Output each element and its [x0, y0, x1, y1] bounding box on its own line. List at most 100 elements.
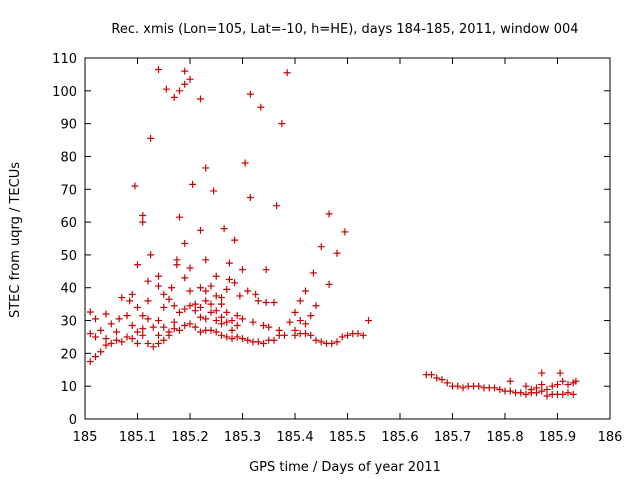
data-point [283, 69, 291, 77]
data-point [139, 212, 147, 220]
data-point [325, 210, 333, 218]
y-tick-label: 100 [52, 85, 77, 100]
data-point [128, 290, 136, 298]
data-point [538, 369, 546, 377]
data-point [344, 331, 351, 339]
data-point [233, 312, 241, 320]
data-point [202, 297, 210, 305]
data-point [131, 182, 139, 190]
x-tick-label: 185.7 [434, 430, 471, 445]
data-point [123, 312, 131, 320]
data-point [118, 294, 126, 302]
data-point [239, 266, 246, 274]
data-point [218, 320, 225, 328]
data-point [197, 284, 204, 292]
data-point [86, 358, 94, 366]
data-point [139, 218, 147, 226]
data-point [244, 336, 252, 344]
x-tick-label: 185 [73, 430, 98, 445]
data-point [260, 321, 267, 329]
data-point [139, 325, 147, 333]
data-point [275, 326, 283, 334]
data-point [506, 387, 514, 395]
data-point [102, 310, 110, 318]
data-point [252, 290, 260, 298]
data-point [107, 320, 115, 328]
data-point [522, 382, 530, 390]
data-point [102, 335, 110, 343]
x-tick-label: 186 [598, 430, 623, 445]
data-point [317, 243, 325, 251]
data-point [181, 305, 189, 313]
data-point [144, 315, 152, 323]
x-tick-label: 185.1 [119, 430, 156, 445]
data-point [134, 328, 141, 336]
data-point [207, 308, 215, 316]
data-point [155, 272, 162, 280]
data-point [328, 340, 336, 348]
data-point [236, 292, 244, 300]
data-point [246, 193, 254, 201]
data-point [572, 377, 580, 385]
data-point [197, 303, 204, 311]
y-tick-label: 10 [60, 380, 77, 395]
data-point [543, 385, 551, 393]
data-point [296, 297, 304, 305]
data-point [225, 276, 233, 284]
data-point [212, 317, 220, 325]
data-point [113, 336, 120, 344]
data-point [433, 374, 441, 382]
data-point [291, 326, 299, 334]
data-point [181, 321, 189, 329]
data-point [155, 331, 162, 339]
data-point [155, 317, 162, 325]
data-point [218, 313, 225, 321]
data-point [92, 353, 99, 361]
x-axis-label: GPS time / Days of year 2011 [249, 460, 441, 475]
x-tick-label: 185.4 [276, 430, 313, 445]
y-axis-label: STEC from uqrg / TECUs [8, 162, 23, 318]
data-point [286, 318, 294, 326]
data-point [144, 340, 152, 348]
data-point [170, 325, 178, 333]
data-point [273, 202, 281, 210]
data-point [246, 90, 254, 98]
data-point [317, 338, 325, 346]
data-point [538, 381, 546, 389]
data-point [92, 333, 99, 341]
x-tick-label: 185.8 [486, 430, 523, 445]
y-tick-label: 60 [60, 216, 77, 231]
data-point [218, 300, 225, 308]
data-point [181, 239, 189, 247]
data-point [241, 159, 249, 167]
data-point [223, 318, 231, 326]
data-point [312, 302, 320, 310]
data-point [212, 307, 220, 315]
data-point [181, 274, 189, 282]
data-point [144, 297, 152, 305]
data-point [212, 292, 220, 300]
data-point [533, 384, 540, 392]
data-point [197, 226, 204, 234]
data-point [160, 303, 168, 311]
data-point [149, 323, 157, 331]
data-point [126, 297, 134, 305]
data-points [86, 65, 580, 400]
data-point [165, 328, 173, 336]
data-point [181, 80, 189, 88]
chart-title: Rec. xmis (Lon=105, Lat=-10, h=HE), days… [111, 22, 578, 37]
data-point [559, 390, 567, 398]
data-point [548, 382, 556, 390]
data-point [173, 256, 181, 264]
data-point [506, 377, 514, 385]
data-point [296, 317, 304, 325]
data-point [365, 317, 372, 325]
data-point [564, 381, 572, 389]
data-point [107, 340, 115, 348]
data-point [231, 236, 239, 244]
data-point [202, 287, 210, 295]
data-point [254, 338, 262, 346]
data-point [338, 333, 346, 341]
y-tick-label: 0 [69, 413, 77, 428]
